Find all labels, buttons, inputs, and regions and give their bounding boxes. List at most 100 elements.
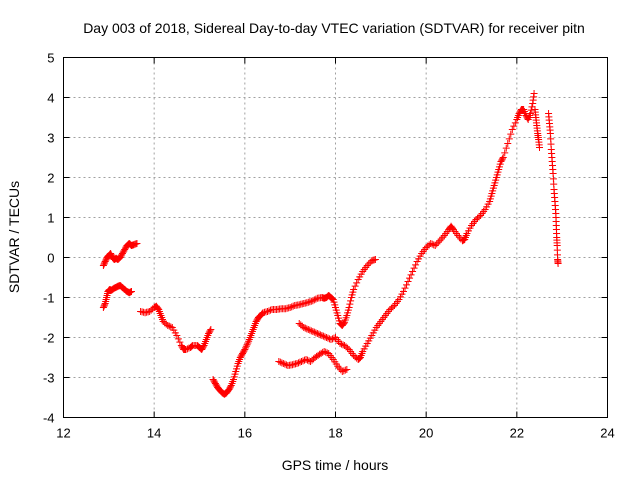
- data-point-arc-3: [265, 307, 273, 315]
- data-point-arc-5: [412, 261, 420, 269]
- data-point-arc-5: [315, 330, 323, 338]
- data-point-arc-4: [334, 362, 342, 370]
- y-tick-label: 0: [47, 251, 54, 266]
- chart-title: Day 003 of 2018, Sidereal Day-to-day VTE…: [83, 20, 585, 36]
- data-point-arc-3: [365, 260, 373, 268]
- data-point-arc-3: [245, 337, 253, 345]
- data-point-arc-3: [340, 319, 348, 327]
- data-point-arc-4: [294, 359, 302, 367]
- data-point-arc-2: [187, 343, 195, 351]
- data-point-arc-5: [321, 333, 329, 341]
- data-point-arc-4: [335, 364, 343, 372]
- y-tick-label: 2: [47, 171, 54, 186]
- data-point-arc-4: [340, 367, 348, 375]
- y-tick-label: 4: [47, 91, 54, 106]
- x-tick-label: 16: [238, 426, 252, 441]
- data-point-arc-5: [427, 240, 435, 247]
- data-point-arc-5: [508, 126, 516, 133]
- data-point-arc-3: [286, 304, 294, 311]
- data-point-arc-5: [330, 334, 338, 342]
- data-point-arc-2: [165, 322, 173, 330]
- data-point-arc-5: [511, 119, 519, 127]
- data-point-arc-2: [206, 327, 214, 335]
- data-point-arc-5: [400, 288, 407, 295]
- data-point-arc-5: [431, 242, 439, 249]
- data-point-arc-5: [430, 241, 438, 249]
- data-point-arc-3: [312, 295, 320, 303]
- data-point-arc-5: [436, 237, 444, 245]
- data-point-arc-3: [310, 296, 318, 304]
- y-tick-label: -2: [43, 331, 55, 346]
- data-point-arc-3: [241, 346, 249, 353]
- data-points: [99, 90, 562, 398]
- data-point-arc-3: [307, 297, 315, 305]
- y-tick-label: 1: [47, 211, 54, 226]
- data-point-arc-5: [433, 240, 441, 248]
- data-point-arc-5: [310, 328, 318, 336]
- data-point-arc-4: [281, 360, 289, 368]
- data-point-arc-1a: [101, 301, 109, 309]
- data-point-arc-3: [244, 339, 252, 347]
- y-tick-label: 3: [47, 131, 54, 146]
- data-point-arc-3: [351, 282, 359, 290]
- data-point-arc-5: [322, 334, 330, 341]
- data-point-arc-5: [344, 344, 352, 352]
- data-point-arc-5: [404, 278, 412, 285]
- data-point-arc-3: [353, 279, 361, 287]
- data-point-arc-2: [154, 304, 162, 312]
- data-point-arc-2: [207, 326, 215, 333]
- data-point-arc-5: [407, 271, 415, 279]
- data-point-arc-4: [296, 358, 304, 366]
- data-point-arc-5: [530, 90, 538, 97]
- data-point-arc-3: [304, 298, 312, 306]
- data-point-arc-4: [305, 357, 313, 365]
- data-point-arc-3: [345, 304, 353, 311]
- data-point-arc-5: [502, 144, 510, 152]
- data-point-arc-5: [307, 327, 315, 335]
- data-point-arc-3: [243, 341, 251, 349]
- data-point-arc-3: [363, 262, 371, 269]
- data-point-arc-5: [313, 330, 321, 337]
- data-point-arc-5: [301, 324, 309, 332]
- data-point-arc-4: [298, 358, 305, 365]
- data-point-arc-5: [498, 155, 506, 163]
- x-tick-label: 12: [56, 426, 70, 441]
- data-point-arc-3: [226, 383, 234, 391]
- data-point-arc-2: [173, 332, 181, 339]
- data-point-arc-2: [183, 345, 191, 353]
- data-point-arc-7: [554, 260, 562, 267]
- data-point-arc-3: [242, 342, 250, 350]
- data-point-arc-4: [275, 358, 283, 365]
- data-point-arc-5: [304, 326, 312, 333]
- y-tick-label: -4: [43, 411, 55, 426]
- data-point-arc-4: [302, 356, 310, 363]
- data-point-arc-3: [240, 347, 248, 355]
- data-point-arc-3: [288, 303, 296, 311]
- data-point-arc-5: [409, 268, 417, 275]
- x-tick-label: 14: [147, 426, 161, 441]
- data-point-arc-4: [279, 360, 287, 367]
- data-point-arc-4: [278, 359, 286, 367]
- data-point-arc-5: [410, 264, 418, 272]
- data-point-arc-2: [182, 346, 190, 353]
- data-point-arc-5: [501, 149, 509, 157]
- data-point-arc-5: [403, 281, 411, 289]
- data-point-arc-5: [319, 332, 327, 340]
- data-point-arc-4: [293, 360, 301, 367]
- x-axis-label: GPS time / hours: [282, 457, 389, 473]
- x-tick-label: 24: [600, 426, 614, 441]
- data-point-arc-3: [371, 256, 379, 263]
- x-tick-label: 22: [510, 426, 524, 441]
- data-point-arc-3: [350, 286, 358, 293]
- data-point-arc-5: [336, 340, 344, 347]
- data-point-arc-5: [389, 303, 397, 311]
- data-point-arc-4: [322, 348, 330, 356]
- data-point-arc-5: [437, 235, 445, 243]
- data-point-arc-4: [341, 366, 349, 374]
- data-point-arc-3: [242, 344, 250, 352]
- data-point-arc-5: [324, 334, 332, 342]
- data-point-arc-2: [176, 338, 184, 346]
- y-tick-label: 5: [47, 51, 54, 66]
